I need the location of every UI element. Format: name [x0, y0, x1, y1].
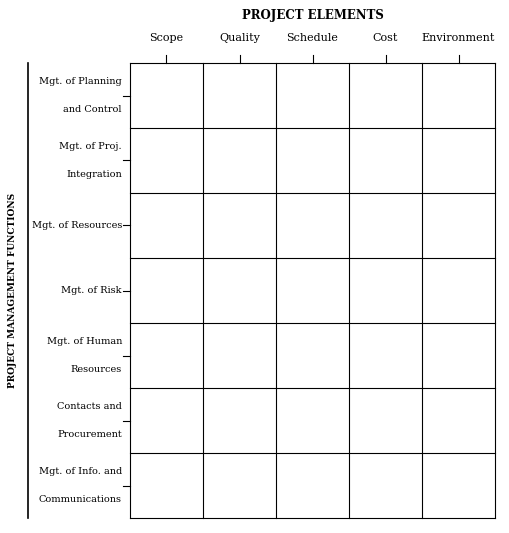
Text: Scope: Scope [149, 33, 183, 43]
Text: Mgt. of Info. and: Mgt. of Info. and [39, 467, 122, 475]
Text: Quality: Quality [219, 33, 260, 43]
Text: PROJECT ELEMENTS: PROJECT ELEMENTS [241, 9, 383, 21]
Text: and Control: and Control [64, 106, 122, 114]
Text: Mgt. of Risk: Mgt. of Risk [62, 286, 122, 295]
Text: Schedule: Schedule [286, 33, 338, 43]
Text: Resources: Resources [71, 365, 122, 374]
Text: Mgt. of Planning: Mgt. of Planning [39, 77, 122, 86]
Text: Communications: Communications [39, 495, 122, 504]
Text: Mgt. of Human: Mgt. of Human [46, 337, 122, 346]
Text: Procurement: Procurement [57, 430, 122, 439]
Text: Contacts and: Contacts and [57, 402, 122, 411]
Text: Mgt. of Resources: Mgt. of Resources [32, 221, 122, 230]
Text: Mgt. of Proj.: Mgt. of Proj. [59, 142, 122, 151]
Text: PROJECT MANAGEMENT FUNCTIONS: PROJECT MANAGEMENT FUNCTIONS [9, 193, 17, 388]
Text: Cost: Cost [372, 33, 398, 43]
Text: Environment: Environment [421, 33, 494, 43]
Text: Integration: Integration [66, 171, 122, 179]
